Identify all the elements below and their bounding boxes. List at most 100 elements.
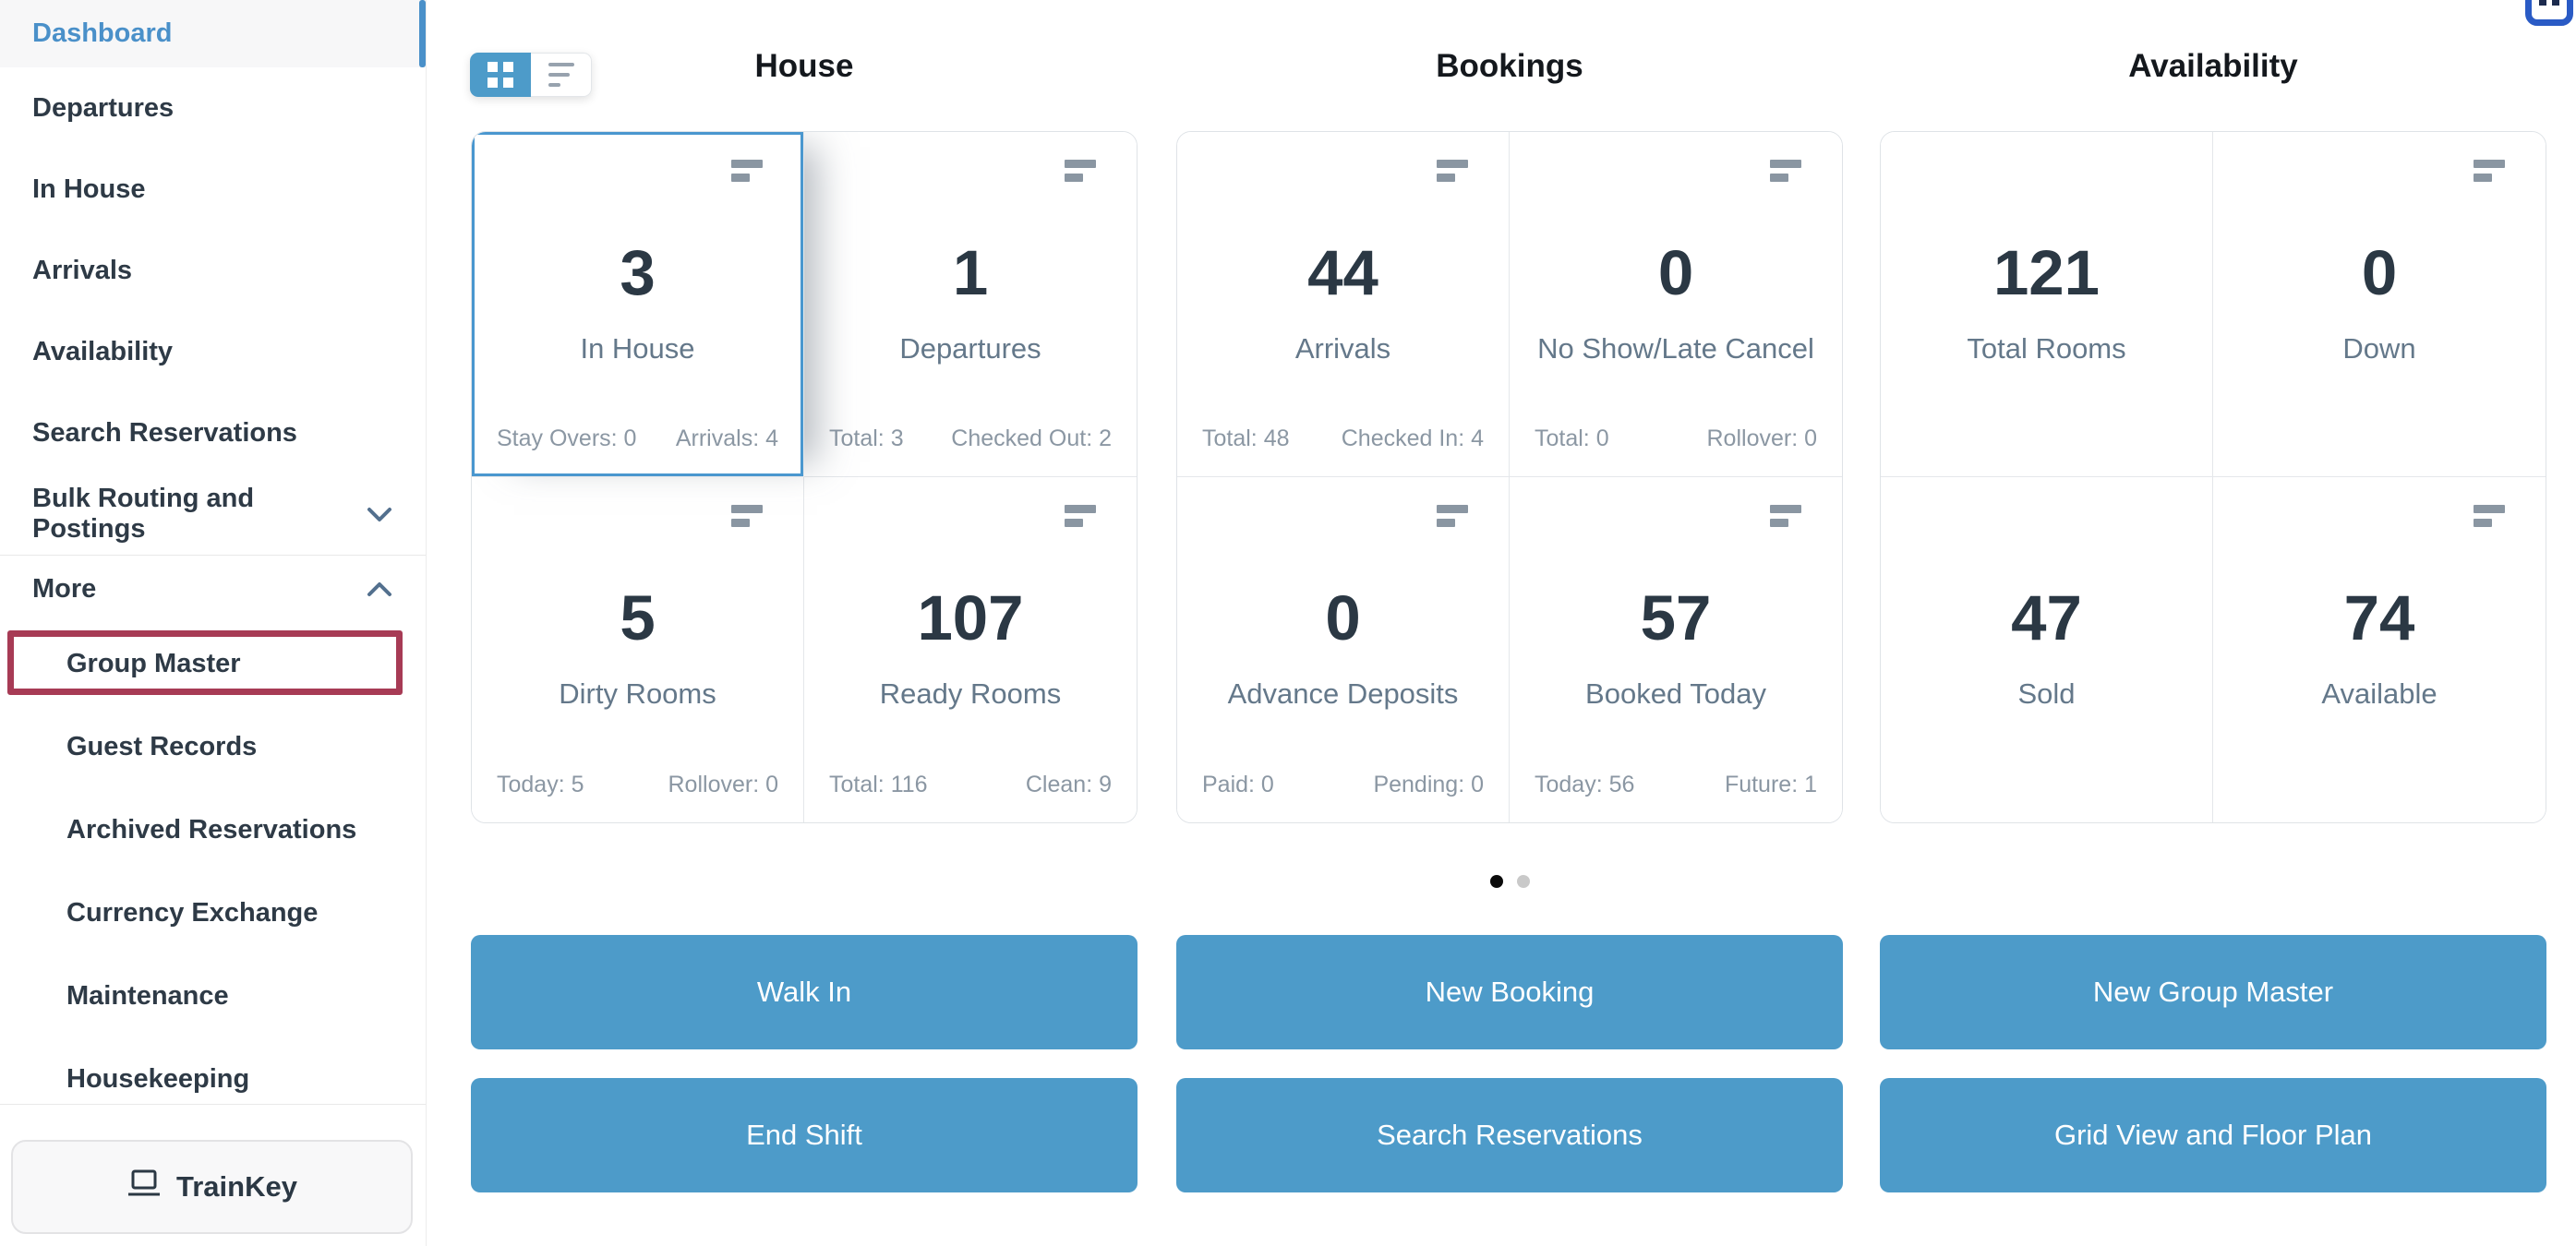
stat-card-advance-deposits[interactable]: 0 Advance Deposits Paid: 0 Pending: 0: [1177, 477, 1510, 822]
sidebar-item-label: Departures: [32, 93, 174, 124]
stat-footer-right: Checked Out: 2: [951, 425, 1112, 452]
dashboard-main: House 3 In House Stay Overs: 0 Arrivals:…: [427, 0, 2576, 1246]
stat-label: Booked Today: [1510, 675, 1842, 713]
stat-label: Advance Deposits: [1177, 675, 1509, 713]
search-reservations-button[interactable]: Search Reservations: [1176, 1078, 1843, 1192]
stat-footer-right: Rollover: 0: [1707, 425, 1818, 452]
sidebar-item-label: Search Reservations: [32, 418, 297, 449]
stat-value: 0: [2213, 232, 2546, 315]
section-house: House 3 In House Stay Overs: 0 Arrivals:…: [471, 0, 1138, 831]
stat-footer-left: Total: 0: [1535, 425, 1609, 452]
card-options-icon[interactable]: [731, 160, 763, 182]
sidebar-item-availability[interactable]: Availability: [0, 311, 426, 392]
sidebar-item-departures[interactable]: Departures: [0, 67, 426, 149]
sidebar-sub-item-label: Currency Exchange: [66, 898, 318, 929]
stat-label: Departures: [804, 329, 1137, 368]
stat-card-grid: 121 Total Rooms 0 Down 47 Sold 74 Availa…: [1880, 131, 2546, 823]
sidebar-item-dashboard[interactable]: Dashboard: [0, 0, 426, 67]
card-options-icon[interactable]: [1770, 160, 1801, 182]
stat-footer-right: Future: 1: [1725, 772, 1817, 798]
stat-value: 57: [1510, 577, 1842, 660]
sidebar-item-bulk-routing-and-postings[interactable]: Bulk Routing and Postings: [0, 473, 426, 555]
stat-footer-left: Total: 48: [1202, 425, 1290, 452]
sidebar-sub-item-label: Archived Reservations: [66, 815, 356, 845]
stat-label: Down: [2213, 329, 2546, 368]
card-options-icon[interactable]: [731, 505, 763, 527]
stat-card-booked-today[interactable]: 57 Booked Today Today: 56 Future: 1: [1510, 477, 1842, 822]
sidebar-item-search-reservations[interactable]: Search Reservations: [0, 392, 426, 473]
stat-value: 5: [472, 577, 803, 660]
stat-value: 74: [2213, 577, 2546, 660]
sidebar-sub-item-currency-exchange[interactable]: Currency Exchange: [0, 871, 426, 954]
sidebar-item-label: Availability: [32, 337, 173, 367]
sidebar-sub-item-guest-records[interactable]: Guest Records: [0, 705, 426, 788]
sidebar-item-arrivals[interactable]: Arrivals: [0, 230, 426, 311]
sidebar-item-in-house[interactable]: In House: [0, 149, 426, 230]
carousel-dot-2[interactable]: [1517, 875, 1530, 888]
browser-extension-badge[interactable]: [2525, 0, 2573, 26]
stat-value: 0: [1510, 232, 1842, 315]
sidebar-item-label: Dashboard: [32, 18, 172, 49]
stat-footer-left: Stay Overs: 0: [497, 425, 636, 452]
card-options-icon[interactable]: [1437, 160, 1468, 182]
stat-label: Total Rooms: [1881, 329, 2212, 368]
end-shift-button[interactable]: End Shift: [471, 1078, 1138, 1192]
stat-card-total-rooms[interactable]: 121 Total Rooms: [1881, 132, 2213, 477]
stat-label: In House: [472, 329, 803, 368]
stat-card-ready-rooms[interactable]: 107 Ready Rooms Total: 116 Clean: 9: [804, 477, 1137, 822]
sidebar-divider: [0, 1104, 426, 1105]
stat-card-no-show-late-cancel[interactable]: 0 No Show/Late Cancel Total: 0 Rollover:…: [1510, 132, 1842, 477]
section-title: House: [471, 48, 1138, 85]
stat-value: 0: [1177, 577, 1509, 660]
stat-card-grid: 3 In House Stay Overs: 0 Arrivals: 4 1 D…: [471, 131, 1138, 823]
card-options-icon[interactable]: [1065, 505, 1096, 527]
sidebar-item-more[interactable]: More: [0, 556, 426, 622]
section-title: Bookings: [1176, 48, 1843, 85]
sidebar-sub-list: Group Master Guest Records Archived Rese…: [0, 622, 426, 1120]
stat-label: Dirty Rooms: [472, 675, 803, 713]
stat-card-grid: 44 Arrivals Total: 48 Checked In: 4 0 No…: [1176, 131, 1843, 823]
stat-card-dirty-rooms[interactable]: 5 Dirty Rooms Today: 5 Rollover: 0: [472, 477, 804, 822]
sidebar-item-label: In House: [32, 174, 145, 205]
stat-card-available[interactable]: 74 Available: [2213, 477, 2546, 822]
stat-card-sold[interactable]: 47 Sold: [1881, 477, 2213, 822]
stat-card-arrivals[interactable]: 44 Arrivals Total: 48 Checked In: 4: [1177, 132, 1510, 477]
stat-card-footer: Today: 56 Future: 1: [1535, 772, 1817, 798]
sidebar-scrollbar-thumb[interactable]: [419, 0, 426, 67]
sidebar-sub-item-housekeeping[interactable]: Housekeeping: [0, 1037, 426, 1120]
card-options-icon[interactable]: [2474, 160, 2505, 182]
stat-value: 1: [804, 232, 1137, 315]
sidebar-sub-item-group-master[interactable]: Group Master: [0, 622, 426, 705]
sidebar-sub-item-label: Guest Records: [66, 732, 257, 762]
stat-card-footer: Total: 48 Checked In: 4: [1202, 425, 1484, 452]
stat-card-footer: Total: 0 Rollover: 0: [1535, 425, 1817, 452]
new-group-master-button[interactable]: New Group Master: [1880, 935, 2546, 1049]
stat-card-down[interactable]: 0 Down: [2213, 132, 2546, 477]
new-booking-button[interactable]: New Booking: [1176, 935, 1843, 1049]
stat-footer-right: Checked In: 4: [1342, 425, 1484, 452]
sidebar-sub-item-archived-reservations[interactable]: Archived Reservations: [0, 788, 426, 871]
sidebar-sub-item-label: Housekeeping: [66, 1064, 249, 1095]
stat-value: 47: [1881, 577, 2212, 660]
stat-label: Arrivals: [1177, 329, 1509, 368]
card-options-icon[interactable]: [2474, 505, 2505, 527]
stat-footer-right: Rollover: 0: [668, 772, 779, 798]
card-options-icon[interactable]: [1770, 505, 1801, 527]
walk-in-button[interactable]: Walk In: [471, 935, 1138, 1049]
stat-label: Available: [2213, 675, 2546, 713]
chevron-down-icon: [367, 505, 392, 524]
trainkey-label: TrainKey: [176, 1170, 297, 1204]
card-options-icon[interactable]: [1065, 160, 1096, 182]
sidebar-sub-item-maintenance[interactable]: Maintenance: [0, 954, 426, 1037]
grid-view-and-floor-plan-button[interactable]: Grid View and Floor Plan: [1880, 1078, 2546, 1192]
card-options-icon[interactable]: [1437, 505, 1468, 527]
stat-card-footer: Total: 3 Checked Out: 2: [829, 425, 1112, 452]
carousel-dot-1-active[interactable]: [1490, 875, 1503, 888]
stat-value: 44: [1177, 232, 1509, 315]
sidebar-nav: Dashboard Departures In House Arrivals A…: [0, 0, 427, 1246]
trainkey-button[interactable]: TrainKey: [11, 1140, 413, 1234]
stat-footer-left: Today: 56: [1535, 772, 1634, 798]
sidebar-sub-item-label: Maintenance: [66, 981, 229, 1012]
stat-card-in-house[interactable]: 3 In House Stay Overs: 0 Arrivals: 4: [472, 132, 804, 477]
stat-card-departures[interactable]: 1 Departures Total: 3 Checked Out: 2: [804, 132, 1137, 477]
